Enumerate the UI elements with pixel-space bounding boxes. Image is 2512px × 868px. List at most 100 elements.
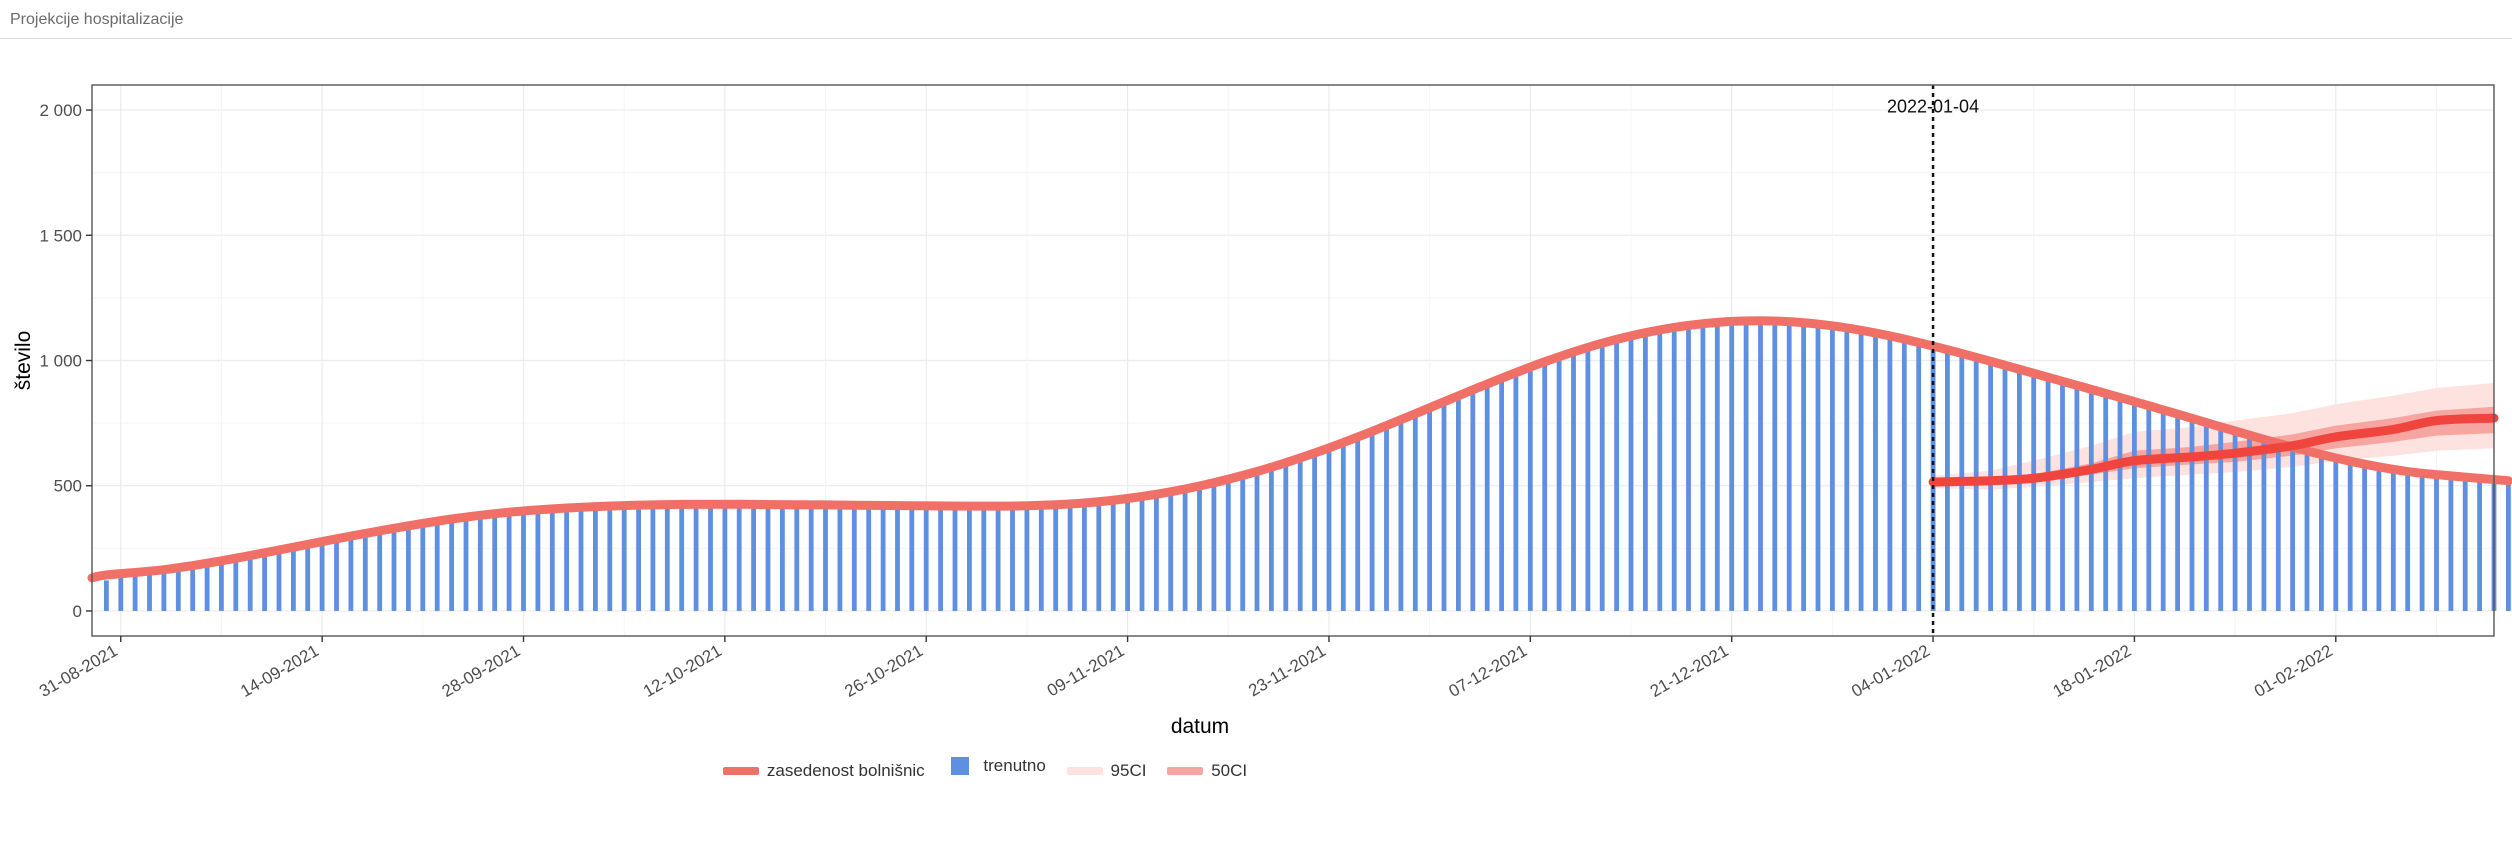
bar — [348, 537, 354, 611]
bar — [449, 520, 454, 611]
legend-label-ci50: 50CI — [1211, 761, 1248, 780]
bar — [1527, 368, 1533, 611]
fit-line — [87, 316, 2512, 583]
bar — [2419, 475, 2425, 611]
bar — [722, 505, 728, 611]
x-tick-label: 31-08-2021 — [36, 641, 121, 701]
bar — [1110, 502, 1116, 611]
x-tick-label: 14-09-2021 — [237, 641, 322, 701]
bar — [2319, 456, 2324, 611]
bar — [1355, 438, 1361, 611]
legend-item-current[interactable]: trenutno — [945, 756, 1046, 776]
bar — [2203, 423, 2209, 611]
projection-line — [1928, 413, 2499, 487]
legend-item-ci50[interactable]: 50CI — [1167, 761, 1247, 781]
bar — [549, 509, 555, 611]
bar — [190, 567, 196, 611]
bar — [1197, 487, 1202, 611]
bar — [521, 511, 526, 611]
bar — [736, 505, 742, 611]
bar — [2146, 406, 2152, 611]
bar — [104, 580, 109, 611]
bar — [1714, 322, 1720, 611]
y-tick-label: 1 500 — [39, 226, 82, 245]
y-tick-label: 1 000 — [39, 352, 82, 371]
bar — [2405, 473, 2411, 611]
bar — [1456, 397, 1461, 611]
ci50-band — [1933, 406, 2494, 484]
bar — [2247, 436, 2252, 611]
x-tick-label: 28-09-2021 — [439, 641, 524, 701]
bar — [1873, 333, 1878, 611]
bar — [664, 505, 670, 611]
bar — [1901, 340, 1907, 611]
bar — [2103, 394, 2109, 611]
bar — [765, 505, 771, 611]
bar — [147, 572, 152, 611]
bar — [2017, 370, 2022, 611]
bar — [2261, 440, 2267, 611]
bar — [995, 507, 1001, 611]
bar — [808, 506, 814, 611]
bar — [1398, 421, 1404, 611]
bar — [2031, 374, 2037, 611]
vline-label: 2022-01-04 — [1887, 97, 1979, 117]
bar — [650, 506, 656, 611]
bar — [1988, 362, 1993, 611]
bar — [1427, 409, 1432, 611]
bar — [2132, 402, 2137, 611]
bar — [2275, 444, 2281, 611]
bar — [1556, 357, 1562, 611]
x-tick-label: 23-11-2021 — [1245, 641, 1329, 700]
legend-swatch-fit — [722, 767, 759, 775]
legend-item-ci95[interactable]: 95CI — [1066, 761, 1146, 781]
bar — [1858, 330, 1864, 611]
bar — [2376, 468, 2382, 611]
bar — [406, 526, 411, 611]
bar — [923, 507, 929, 611]
bar — [2448, 478, 2454, 611]
bar — [636, 506, 641, 611]
bar — [708, 505, 713, 611]
bar — [1887, 336, 1893, 611]
bar — [909, 507, 915, 611]
bar — [895, 506, 900, 611]
bar — [593, 507, 598, 611]
bar — [794, 506, 800, 611]
bar — [967, 507, 972, 611]
y-tick-label: 2 000 — [39, 101, 82, 120]
bar — [1067, 505, 1073, 611]
bar — [1758, 321, 1763, 611]
hospitalization-chart[interactable]: 2022-01-04 0 500 1 000 1 500 2 000 31-08-2021 1… — [0, 0, 2512, 760]
bar — [1326, 449, 1332, 611]
bar — [1686, 325, 1691, 611]
bar — [1312, 454, 1317, 611]
bar — [823, 506, 828, 611]
bar — [1786, 322, 1792, 611]
bar — [535, 510, 541, 611]
bar — [866, 506, 872, 611]
bar — [334, 539, 339, 611]
bar — [1225, 481, 1231, 611]
bar — [132, 574, 138, 611]
bar — [1628, 336, 1634, 611]
bar — [1484, 385, 1490, 611]
bar — [1470, 391, 1476, 611]
x-tick-label: 07-12-2021 — [1446, 641, 1531, 701]
legend-label-fit: zasedenost bolnišnic — [766, 761, 925, 780]
bar — [2304, 452, 2310, 611]
bar — [837, 506, 843, 611]
legend-item-fit[interactable]: zasedenost bolnišnic — [722, 761, 925, 781]
ci95-band — [1933, 383, 2494, 490]
bar — [1916, 343, 1922, 611]
bar — [1657, 330, 1663, 611]
bar — [1772, 321, 1778, 611]
x-tick-label: 18-01-2022 — [2050, 641, 2135, 701]
bar — [377, 532, 383, 611]
bar — [1211, 484, 1217, 611]
bar — [1038, 507, 1044, 611]
bar — [1125, 500, 1130, 611]
bar — [2232, 432, 2238, 611]
bar — [247, 557, 253, 611]
bar — [2160, 411, 2166, 611]
